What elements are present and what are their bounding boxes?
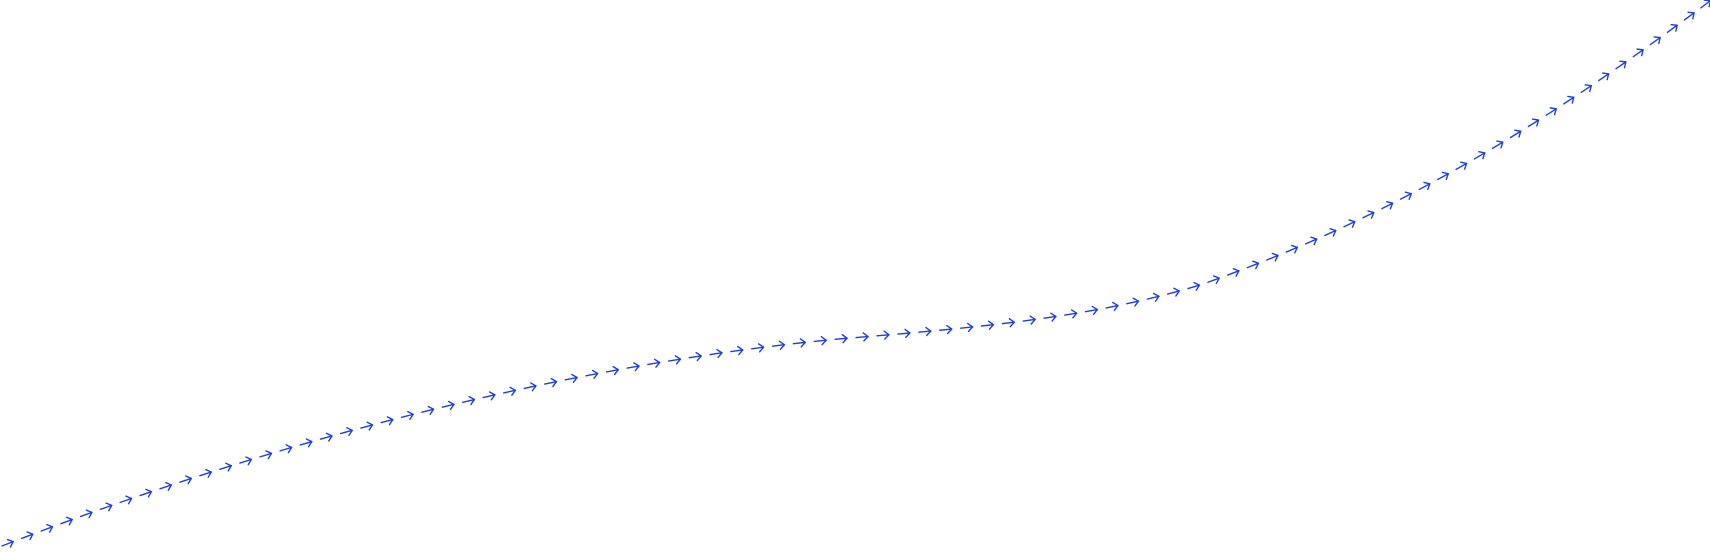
chevron-arrow-icon bbox=[1399, 191, 1412, 200]
chevron-arrow-icon bbox=[1418, 181, 1431, 191]
chevron-arrow-icon bbox=[1105, 301, 1119, 312]
chevron-arrow-icon bbox=[1473, 151, 1486, 160]
chevron-arrow-icon bbox=[688, 351, 702, 362]
chevron-arrow-icon bbox=[299, 438, 313, 448]
chevron-arrow-icon bbox=[980, 320, 995, 330]
chevron-arrow-icon bbox=[1527, 118, 1540, 128]
chevron-arrow-icon bbox=[1455, 161, 1468, 171]
chevron-arrow-icon bbox=[834, 333, 848, 344]
chevron-arrow-icon bbox=[1022, 315, 1036, 325]
chevron-arrow-icon bbox=[1381, 200, 1394, 210]
chevron-arrow-icon bbox=[1043, 312, 1057, 322]
chevron-arrow-icon bbox=[179, 475, 192, 485]
chevron-arrow-icon bbox=[1266, 252, 1279, 262]
chevron-arrow-icon bbox=[1615, 60, 1627, 70]
chevron-arrow-icon bbox=[441, 400, 455, 410]
chevron-arrow-icon bbox=[855, 332, 869, 342]
chevron-arrow-icon bbox=[1146, 292, 1160, 302]
chevron-arrow-icon bbox=[1187, 281, 1201, 291]
chevron-arrow-icon bbox=[1580, 84, 1592, 94]
chevron-arrow-icon bbox=[1226, 267, 1240, 277]
chevron-arrow-icon bbox=[792, 338, 807, 348]
chevron-arrow-icon bbox=[1683, 11, 1695, 21]
chevron-arrow-icon bbox=[199, 468, 212, 478]
chevron-arrow-icon bbox=[1362, 210, 1375, 219]
chevron-arrow-icon bbox=[319, 432, 333, 442]
chevron-arrow-icon bbox=[771, 340, 786, 350]
chevron-arrow-icon bbox=[1166, 287, 1180, 297]
chevron-arrow-icon bbox=[585, 369, 599, 380]
chevron-arrow-icon bbox=[1545, 107, 1557, 116]
chevron-arrow-icon bbox=[239, 456, 253, 466]
chevron-arrow-icon bbox=[219, 462, 232, 472]
chevron-arrow-icon bbox=[20, 531, 34, 541]
chevron-arrow-icon bbox=[1001, 318, 1016, 328]
chevron-arrow-icon bbox=[400, 410, 414, 421]
chevron-arrow-icon bbox=[119, 495, 133, 505]
chevron-arrow-icon bbox=[959, 322, 974, 333]
chevron-arrow-icon bbox=[159, 481, 173, 491]
chevron-arrow-icon bbox=[40, 523, 54, 533]
chevron-arrow-icon bbox=[544, 377, 558, 388]
chevron-arrow-icon bbox=[939, 324, 953, 335]
chevron-arrow-icon bbox=[1246, 260, 1260, 270]
chevron-arrow-icon bbox=[1207, 275, 1220, 285]
chevron-arrow-icon bbox=[380, 416, 394, 426]
chevron-arrow-icon bbox=[60, 516, 73, 526]
chevron-arrow-icon bbox=[709, 348, 723, 359]
chevron-arrow-icon bbox=[1598, 72, 1610, 82]
chevron-arrow-icon bbox=[750, 343, 765, 353]
chevron-arrow-icon bbox=[667, 355, 682, 365]
chevron-arrow-icon bbox=[1304, 236, 1318, 246]
chevron-arrow-icon bbox=[1632, 48, 1644, 58]
chevron-arrow-icon bbox=[462, 395, 476, 406]
chevron-arrow-icon bbox=[1324, 227, 1337, 237]
chevron-arrow-icon bbox=[1700, 0, 1710, 9]
chevron-arrow-icon bbox=[730, 345, 744, 356]
chevron-arrow-icon bbox=[1064, 309, 1078, 319]
chevron-arrow-icon bbox=[1126, 297, 1140, 307]
chevron-arrow-icon bbox=[897, 328, 911, 339]
chevron-arrow-icon bbox=[421, 405, 435, 415]
chevron-arrow-icon bbox=[502, 386, 517, 396]
chevron-arrow-icon bbox=[339, 426, 353, 437]
chevron-arrow-icon bbox=[1509, 129, 1522, 139]
chevron-arrow-icon bbox=[1666, 23, 1678, 34]
chevron-arrow-icon bbox=[1285, 244, 1299, 254]
chevron-arrow-icon bbox=[360, 421, 374, 431]
chevron-arrow-icon bbox=[605, 365, 620, 376]
chevron-arrow-icon bbox=[523, 382, 537, 392]
chevron-arrow-icon bbox=[626, 362, 640, 372]
chevron-arrow-icon bbox=[259, 450, 273, 460]
chevron-arrow-icon bbox=[139, 488, 153, 498]
chevron-arrow-icon bbox=[482, 391, 496, 401]
chevron-arrow-icon bbox=[1437, 171, 1449, 181]
chevron-arrow-icon bbox=[1343, 219, 1356, 228]
chevron-arrow-icon bbox=[1084, 305, 1099, 316]
chevron-arrow-icon bbox=[1, 538, 14, 548]
chevron-arrow-icon bbox=[564, 373, 578, 384]
chevron-arrow-icon bbox=[647, 358, 661, 368]
chevron-arrow-icon bbox=[79, 509, 93, 519]
chevron-arrow-icon bbox=[876, 330, 890, 340]
chevron-arrow-icon bbox=[813, 335, 827, 346]
chevron-arrow-icon bbox=[1491, 140, 1504, 150]
chevron-arrow-icon bbox=[99, 502, 113, 512]
chevron-arrow-icon bbox=[1563, 95, 1575, 105]
chevron-arrow-icon bbox=[279, 444, 293, 454]
chevron-arrow-icon bbox=[918, 326, 932, 337]
chevron-arrow-icon bbox=[1649, 36, 1661, 46]
